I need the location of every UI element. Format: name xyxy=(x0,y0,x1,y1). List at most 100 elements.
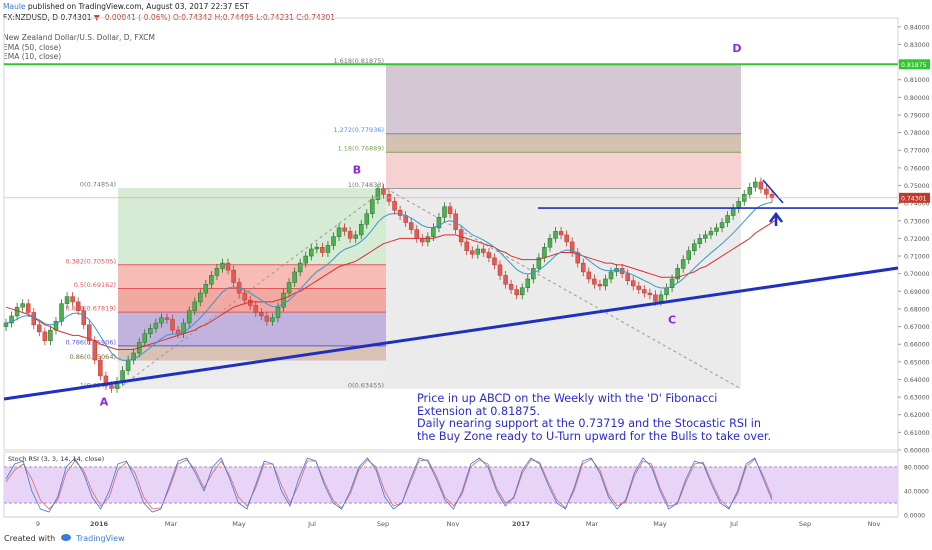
candle-body xyxy=(92,340,98,361)
candle-body xyxy=(303,255,308,264)
fib-extension-zone xyxy=(386,133,741,153)
candle-body xyxy=(297,262,303,273)
time-tick-label: Jul xyxy=(729,520,738,528)
candle-body xyxy=(647,292,653,296)
candle-body xyxy=(325,245,331,253)
price-tick-label: 0.72000 xyxy=(904,236,930,243)
candle-body xyxy=(470,250,475,255)
fib-extension-label: 1.18(0.76889) xyxy=(338,145,384,153)
candle-body xyxy=(431,227,436,237)
price-tick-label: 0.61000 xyxy=(904,430,930,437)
fib-extension-label: 1.618(0.81875) xyxy=(333,57,384,65)
candle-body xyxy=(686,250,691,260)
published-text: published on TradingView.com, August 03,… xyxy=(27,2,249,11)
candle-body xyxy=(697,238,703,244)
candle-body xyxy=(148,328,153,334)
price-tick-label: 0.68000 xyxy=(904,306,930,313)
short-resistance-line xyxy=(762,179,784,204)
note-line-1: Price in up ABCD on the Weekly with the … xyxy=(417,392,718,405)
candle-body xyxy=(692,243,697,252)
time-tick-label: Nov xyxy=(868,520,881,528)
candle-body xyxy=(281,292,286,308)
candle-body xyxy=(320,246,325,253)
candle-body xyxy=(658,294,664,302)
price-tick-label: 0.73000 xyxy=(904,218,930,225)
author-link[interactable]: Maule xyxy=(3,2,26,11)
price-tick-label: 0.83000 xyxy=(904,42,930,49)
price-tick-label: 0.63000 xyxy=(904,395,930,402)
candle-body xyxy=(48,329,53,341)
stoch-tick-label: 0.0000 xyxy=(904,513,925,520)
candle-body xyxy=(87,324,92,341)
time-tick-label: 2016 xyxy=(90,520,109,528)
candle-body xyxy=(109,385,114,389)
price-tick-label: 0.66000 xyxy=(904,342,930,349)
time-tick-label: 9 xyxy=(36,520,40,528)
ema10-line xyxy=(5,201,773,361)
candle-body xyxy=(730,208,736,216)
price-tick-label: 0.75000 xyxy=(904,183,930,190)
candle-body xyxy=(186,310,192,324)
fib-extension-zone xyxy=(386,64,741,134)
candle-body xyxy=(442,206,447,218)
publish-line: Maule published on TradingView.com, Augu… xyxy=(3,2,249,11)
candle-body xyxy=(209,275,214,285)
price-tick-label: 0.80000 xyxy=(904,95,930,102)
time-tick-label: Nov xyxy=(447,520,460,528)
candle-body xyxy=(525,278,531,289)
candle-body xyxy=(486,252,492,259)
candle-body xyxy=(753,181,758,188)
candle-body xyxy=(636,285,642,290)
candle-body xyxy=(586,271,592,280)
candle-body xyxy=(314,246,320,250)
candle-body xyxy=(9,315,14,324)
candle-body xyxy=(120,370,125,382)
candle-body xyxy=(220,262,225,269)
candle-body xyxy=(769,194,775,199)
last-price-tag xyxy=(899,192,930,203)
tradingview-link[interactable]: TradingView xyxy=(76,534,125,543)
fib-retracement-label: 0.382(0.70505) xyxy=(65,257,116,265)
candle-body xyxy=(547,238,553,248)
candle-body xyxy=(131,352,136,361)
candle-body xyxy=(170,319,175,331)
fib-retracement-zone xyxy=(118,345,386,361)
candle-body xyxy=(503,275,508,285)
candle-body xyxy=(758,181,764,190)
candle-body xyxy=(481,248,486,253)
candle-body xyxy=(425,236,431,243)
candle-body xyxy=(475,248,481,255)
last-price-tag-text: 0.74301 xyxy=(901,195,927,202)
fib-extension-label: 1(0.74833) xyxy=(348,181,384,189)
ab-guide-line xyxy=(117,188,387,390)
fib-retracement-label: 0.786(0.65906) xyxy=(65,338,116,346)
candle-body xyxy=(397,209,403,216)
ema50-legend: EMA (50, close) xyxy=(3,43,62,52)
time-tick-label: Sep xyxy=(377,520,389,528)
candle-body xyxy=(142,333,148,343)
candle-body xyxy=(608,271,614,280)
price-tick-label: 0.67000 xyxy=(904,324,930,331)
wave-point-c: C xyxy=(668,313,676,326)
instrument-title: New Zealand Dollar/U.S. Dollar, D, FXCM xyxy=(3,33,155,42)
price-tick-label: 0.60000 xyxy=(904,448,930,455)
stoch-zone xyxy=(4,467,898,503)
created-with-text: Created with xyxy=(4,534,56,543)
candle-body xyxy=(81,310,86,326)
wave-point-a: A xyxy=(100,396,109,409)
candle-body xyxy=(153,322,159,329)
analysis-note: Price in up ABCD on the Weekly with the … xyxy=(417,392,797,443)
fib-retracement-label: 0.618(0.67819) xyxy=(65,305,116,313)
candle-body xyxy=(364,213,370,225)
candle-body xyxy=(264,315,270,322)
fib-retracement-zone xyxy=(118,360,386,389)
price-tick-label: 0.76000 xyxy=(904,165,930,172)
candle-body xyxy=(447,206,453,214)
wave-point-b: B xyxy=(353,164,361,177)
candle-body xyxy=(464,241,469,252)
candle-body xyxy=(497,264,503,276)
fib-retracement-label: 0.5(0.69162) xyxy=(74,281,116,289)
time-tick-label: May xyxy=(653,520,667,528)
candle-body xyxy=(159,317,164,324)
candle-body xyxy=(103,375,109,386)
